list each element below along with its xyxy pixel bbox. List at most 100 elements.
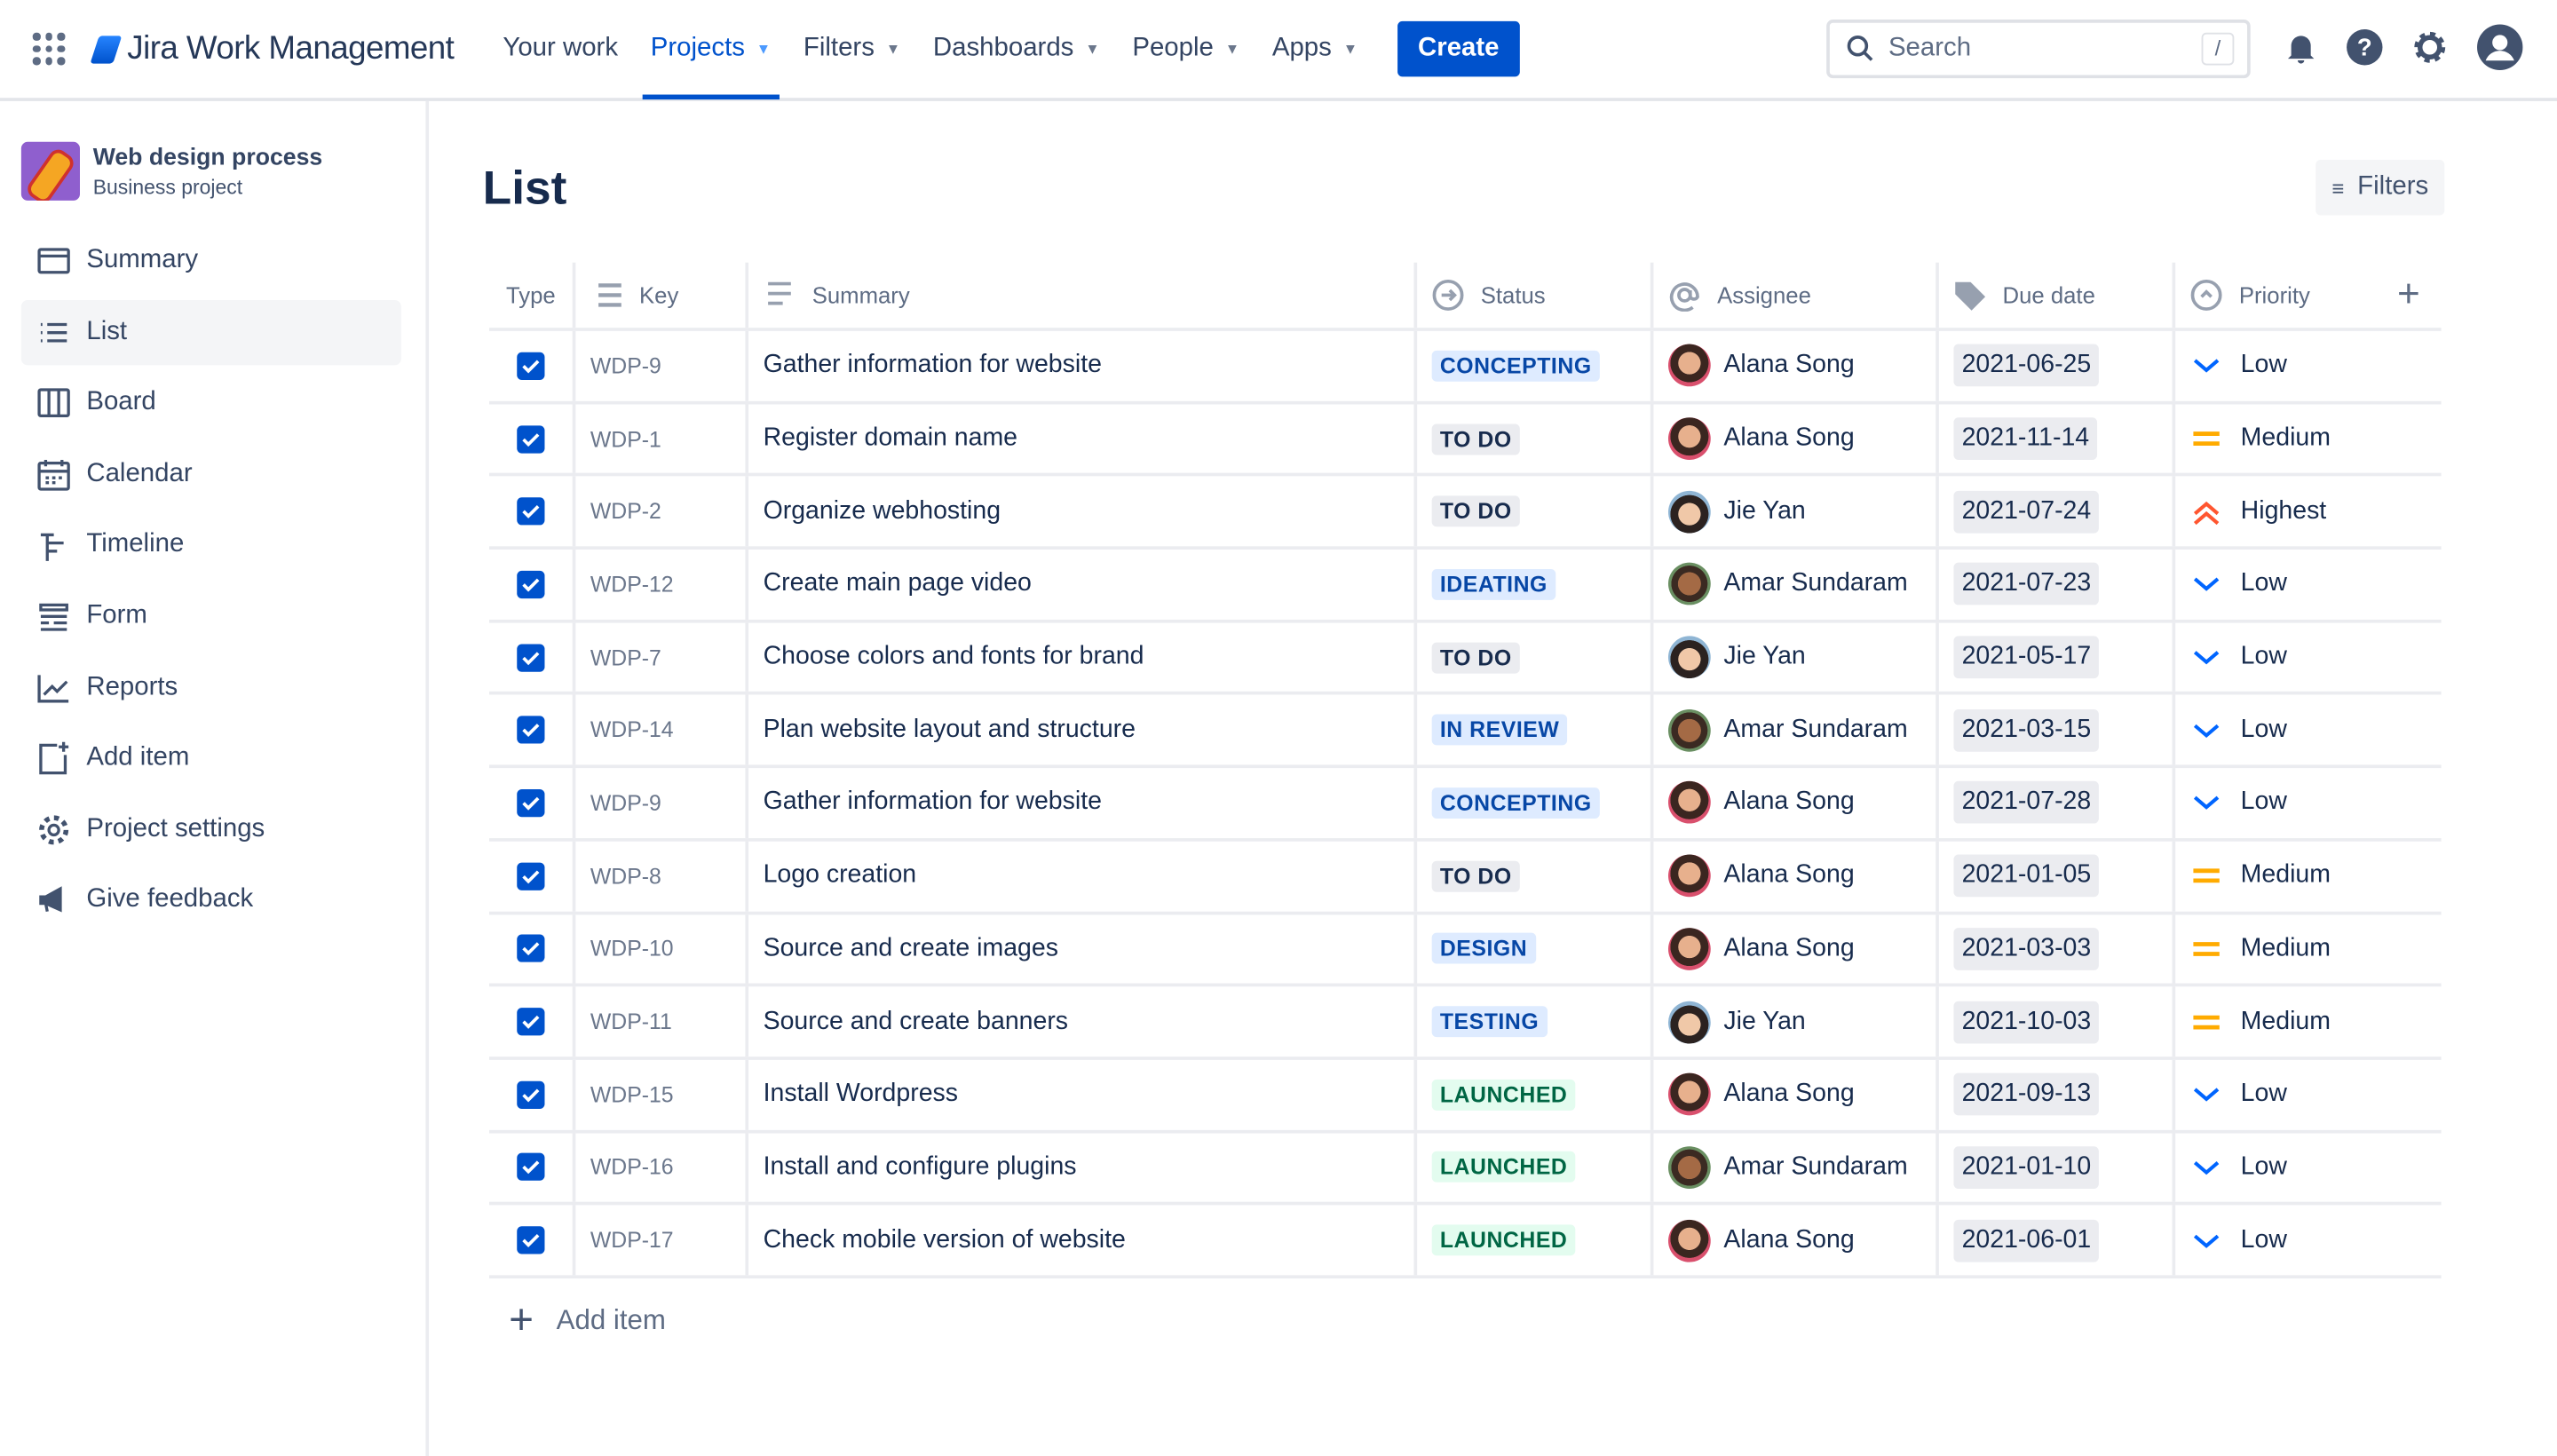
priority-cell[interactable]: Low [2175,622,2376,692]
status-cell[interactable]: TESTING [1417,986,1654,1056]
due-date-cell[interactable]: 2021-07-28 [1939,768,2176,838]
notifications-icon[interactable] [2282,28,2321,67]
priority-cell[interactable]: Medium [2175,404,2376,473]
issue-summary[interactable]: Source and create banners [763,1007,1069,1035]
create-button[interactable]: Create [1397,20,1521,77]
table-row[interactable]: WDP-1 Register domain name TO DO Alana S… [489,403,2442,478]
issue-key[interactable]: WDP-8 [590,863,661,889]
status-cell[interactable]: CONCEPTING [1417,330,1654,401]
nav-projects[interactable]: Projects ▼ [634,0,787,100]
summary-cell[interactable]: Create main page video [748,550,1418,620]
issue-key[interactable]: WDP-7 [590,645,661,670]
issue-key[interactable]: WDP-16 [590,1155,674,1180]
sidebar-item-board[interactable]: Board [21,370,401,435]
assignee-cell[interactable]: Alana Song [1653,1059,1939,1130]
assignee-cell[interactable]: Alana Song [1653,403,1939,474]
assignee-cell[interactable]: Alana Song [1653,1205,1939,1276]
sidebar-item-project-settings[interactable]: Project settings [21,797,401,862]
status-badge[interactable]: TO DO [1431,495,1520,527]
issue-key[interactable]: WDP-17 [590,1228,674,1253]
due-date-cell[interactable]: 2021-05-17 [1939,622,2176,692]
issue-summary[interactable]: Logo creation [763,861,917,890]
column-header-summary[interactable]: Summary [748,262,1418,328]
status-cell[interactable]: TO DO [1417,403,1654,474]
summary-cell[interactable]: Install and configure plugins [748,1132,1418,1203]
issue-key[interactable]: WDP-9 [590,353,661,378]
assignee-cell[interactable]: Amar Sundaram [1653,695,1939,765]
key-cell[interactable]: WDP-11 [575,986,749,1056]
issue-summary[interactable]: Organize webhosting [763,496,1001,525]
due-date-cell[interactable]: 2021-03-15 [1939,695,2176,765]
due-date-cell[interactable]: 2021-06-01 [1939,1205,2176,1276]
key-cell[interactable]: WDP-9 [575,330,749,401]
assignee-cell[interactable]: Alana Song [1653,330,1939,401]
table-row[interactable]: WDP-9 Gather information for website CON… [489,330,2442,404]
nav-your-work[interactable]: Your work [487,0,634,99]
add-item-button[interactable]: + Add item [509,1294,666,1345]
table-row[interactable]: WDP-7 Choose colors and fonts for brand … [489,622,2442,696]
issue-key[interactable]: WDP-12 [590,572,674,597]
priority-cell[interactable]: Low [2175,695,2376,764]
status-badge[interactable]: LAUNCHED [1431,1151,1576,1183]
column-header-key[interactable]: Key [575,262,749,328]
table-row[interactable]: WDP-2 Organize webhosting TO DO Jie Yan … [489,477,2442,550]
app-switcher-icon[interactable] [32,32,66,66]
issue-key[interactable]: WDP-10 [590,936,674,961]
issue-summary[interactable]: Install and configure plugins [763,1152,1077,1181]
assignee-cell[interactable]: Jie Yan [1653,622,1939,692]
status-badge[interactable]: TO DO [1431,423,1520,455]
summary-cell[interactable]: Gather information for website [748,768,1418,838]
priority-cell[interactable]: Low [2175,331,2376,400]
sidebar-item-summary[interactable]: Summary [21,228,401,293]
issue-key[interactable]: WDP-9 [590,790,661,816]
table-row[interactable]: WDP-16 Install and configure plugins LAU… [489,1132,2442,1206]
priority-cell[interactable]: Low [2175,1133,2376,1202]
issue-summary[interactable]: Plan website layout and structure [763,715,1136,744]
status-cell[interactable]: TO DO [1417,477,1654,547]
due-date-cell[interactable]: 2021-01-05 [1939,841,2176,911]
issue-summary[interactable]: Register domain name [763,423,1018,452]
help-icon[interactable]: ? [2345,28,2384,67]
status-cell[interactable]: CONCEPTING [1417,768,1654,838]
status-cell[interactable]: TO DO [1417,841,1654,911]
priority-cell[interactable]: Medium [2175,841,2376,910]
profile-icon[interactable] [2477,24,2523,70]
status-cell[interactable]: IN REVIEW [1417,695,1654,765]
status-badge[interactable]: CONCEPTING [1431,350,1600,382]
summary-cell[interactable]: Logo creation [748,841,1418,911]
due-date-cell[interactable]: 2021-09-13 [1939,1059,2176,1130]
key-cell[interactable]: WDP-14 [575,695,749,765]
priority-cell[interactable]: Highest [2175,477,2376,546]
table-row[interactable]: WDP-11 Source and create banners TESTING… [489,986,2442,1060]
due-date-cell[interactable]: 2021-06-25 [1939,330,2176,401]
summary-cell[interactable]: Source and create banners [748,986,1418,1056]
key-cell[interactable]: WDP-8 [575,841,749,911]
issue-key[interactable]: WDP-2 [590,499,661,524]
sidebar-item-calendar[interactable]: Calendar [21,441,401,506]
due-date-cell[interactable]: 2021-01-10 [1939,1132,2176,1203]
sidebar-item-reports[interactable]: Reports [21,655,401,720]
issue-summary[interactable]: Create main page video [763,569,1032,597]
sidebar-item-list[interactable]: List [20,299,401,365]
status-cell[interactable]: LAUNCHED [1417,1205,1654,1276]
status-badge[interactable]: IN REVIEW [1431,715,1568,746]
due-date-cell[interactable]: 2021-11-14 [1939,403,2176,474]
filters-button[interactable]: ≡ Filters [2316,160,2445,216]
status-badge[interactable]: TO DO [1431,860,1520,892]
table-row[interactable]: WDP-8 Logo creation TO DO Alana Song 202… [489,841,2442,914]
summary-cell[interactable]: Choose colors and fonts for brand [748,622,1418,692]
summary-cell[interactable]: Plan website layout and structure [748,695,1418,765]
key-cell[interactable]: WDP-2 [575,477,749,547]
issue-key[interactable]: WDP-14 [590,717,674,743]
issue-key[interactable]: WDP-1 [590,426,661,451]
issue-key[interactable]: WDP-15 [590,1082,674,1107]
column-header-type[interactable]: Type [489,262,576,328]
table-row[interactable]: WDP-17 Check mobile version of website L… [489,1205,2442,1278]
assignee-cell[interactable]: Alana Song [1653,768,1939,838]
status-badge[interactable]: CONCEPTING [1431,787,1600,819]
table-row[interactable]: WDP-15 Install Wordpress LAUNCHED Alana … [489,1059,2442,1133]
summary-cell[interactable]: Source and create images [748,914,1418,984]
nav-people[interactable]: People ▼ [1116,0,1256,99]
assignee-cell[interactable]: Amar Sundaram [1653,1132,1939,1203]
key-cell[interactable]: WDP-16 [575,1132,749,1203]
